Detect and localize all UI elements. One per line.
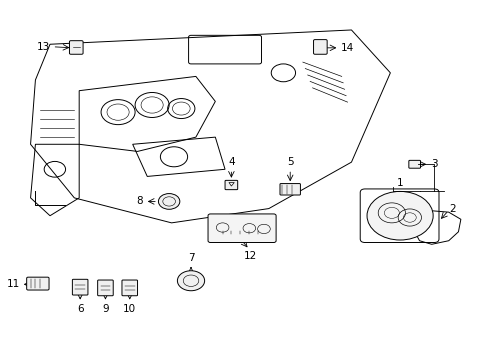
- FancyBboxPatch shape: [280, 184, 300, 195]
- Text: 13: 13: [37, 42, 50, 52]
- FancyBboxPatch shape: [72, 279, 88, 295]
- Polygon shape: [413, 208, 460, 244]
- Text: 5: 5: [286, 157, 293, 167]
- Text: 8: 8: [137, 197, 143, 206]
- Circle shape: [366, 192, 432, 240]
- Text: 12: 12: [244, 251, 257, 261]
- Circle shape: [158, 194, 180, 209]
- FancyBboxPatch shape: [98, 280, 113, 296]
- Text: 7: 7: [187, 253, 194, 263]
- Text: 6: 6: [77, 304, 83, 314]
- FancyBboxPatch shape: [207, 214, 276, 243]
- FancyBboxPatch shape: [408, 160, 420, 168]
- FancyBboxPatch shape: [313, 40, 326, 54]
- Text: 14: 14: [340, 43, 353, 53]
- Text: 2: 2: [449, 204, 455, 214]
- Text: 4: 4: [227, 157, 234, 167]
- FancyBboxPatch shape: [27, 277, 49, 290]
- FancyBboxPatch shape: [122, 280, 137, 296]
- FancyBboxPatch shape: [224, 180, 237, 190]
- FancyBboxPatch shape: [69, 41, 83, 54]
- Text: 10: 10: [123, 304, 136, 314]
- Text: 3: 3: [430, 159, 436, 169]
- Text: 9: 9: [102, 304, 108, 314]
- Text: 1: 1: [396, 178, 403, 188]
- Circle shape: [177, 271, 204, 291]
- Text: 11: 11: [7, 279, 20, 289]
